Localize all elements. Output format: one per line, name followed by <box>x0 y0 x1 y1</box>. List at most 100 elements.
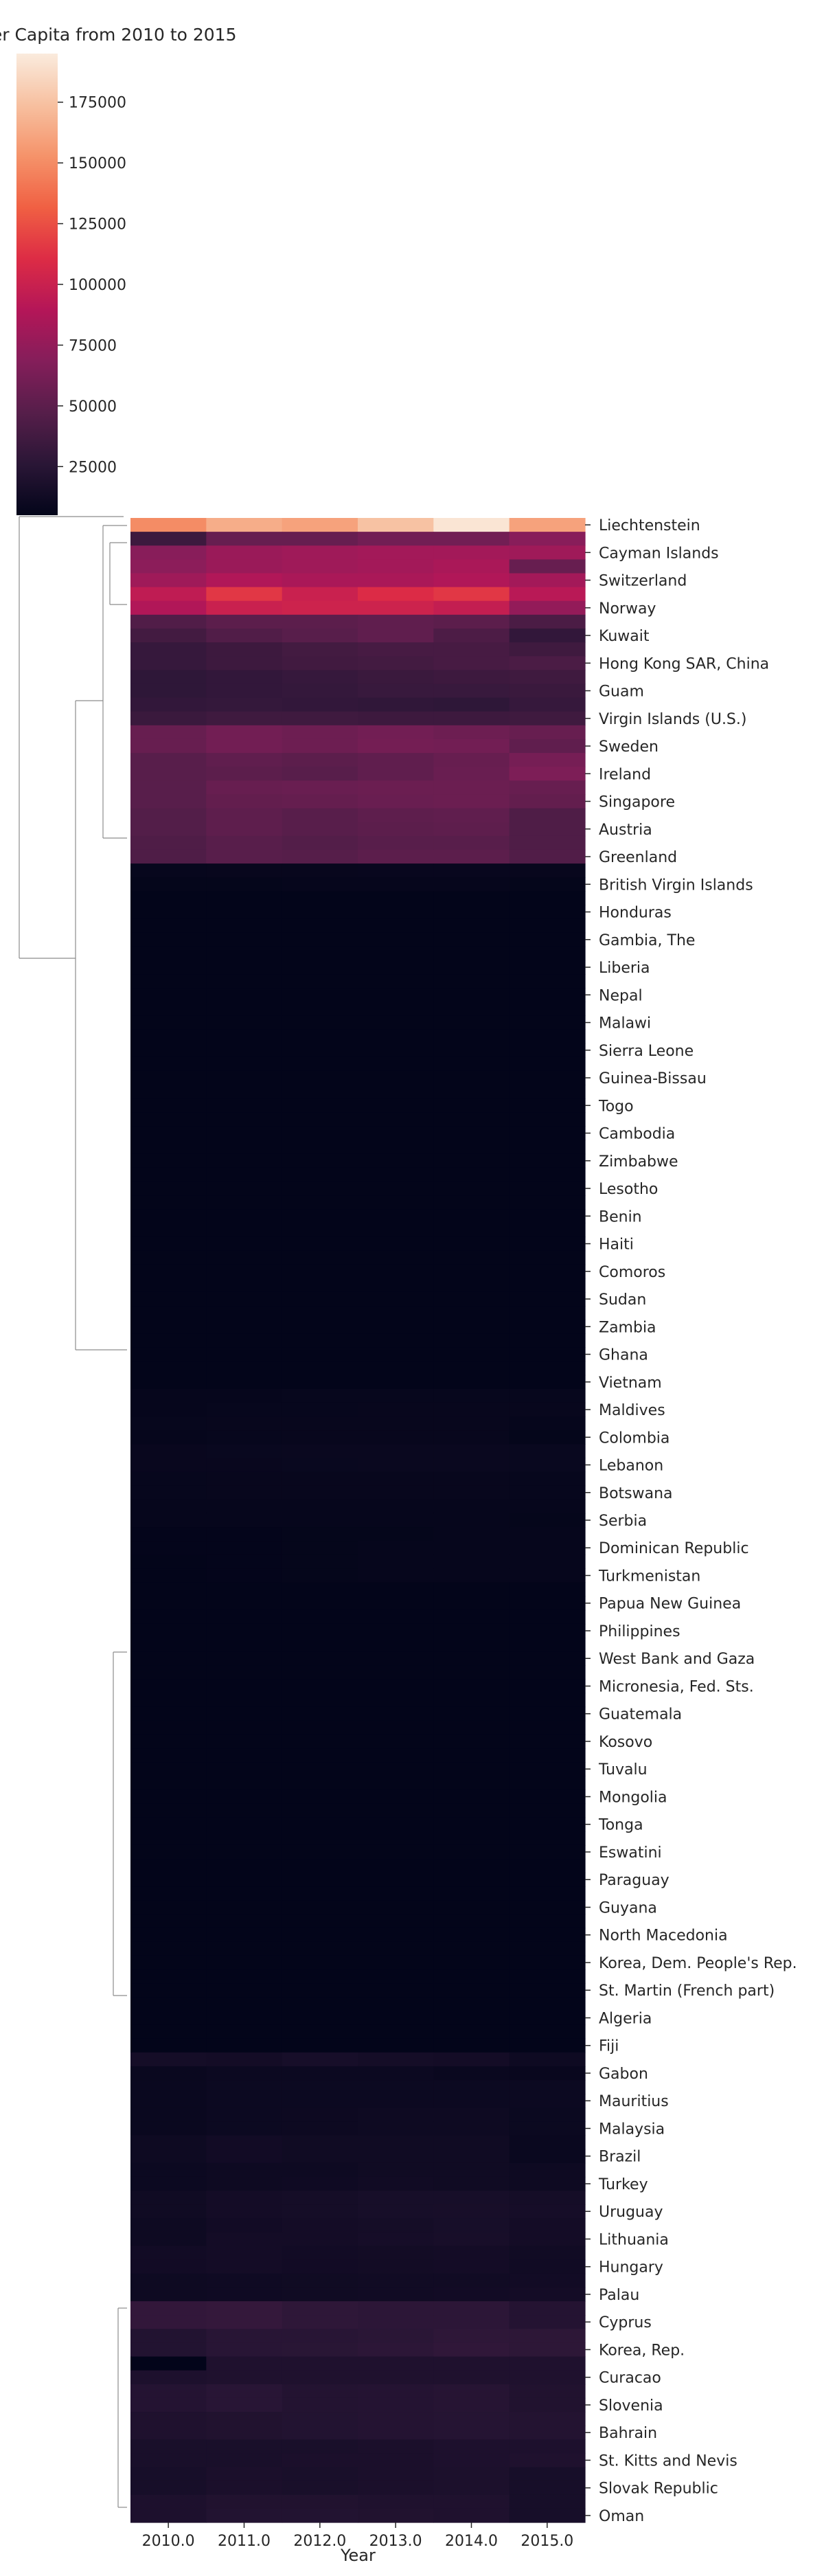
heatmap-cell <box>130 2356 207 2371</box>
heatmap-cell <box>130 2342 207 2358</box>
heatmap-cell <box>509 1002 586 1017</box>
heatmap-cell <box>358 1499 434 1514</box>
heatmap-cell <box>282 2467 358 2482</box>
heatmap-cell <box>206 1969 283 1984</box>
heatmap-cell <box>206 1181 283 1196</box>
heatmap-cell <box>206 518 283 532</box>
y-tick-label: Honduras <box>599 905 672 922</box>
heatmap-cell <box>206 1430 283 1445</box>
heatmap-cell <box>433 1153 510 1168</box>
heatmap-cell <box>509 1817 586 1832</box>
heatmap-cell <box>206 835 283 850</box>
heatmap-cell <box>509 2066 586 2081</box>
heatmap-cell <box>358 960 434 975</box>
heatmap-cell <box>282 2176 358 2191</box>
heatmap-cell <box>509 2232 586 2247</box>
heatmap-cell <box>509 1333 586 1348</box>
heatmap-cell <box>509 1679 586 1694</box>
heatmap-cell <box>282 835 358 850</box>
heatmap-cell <box>282 1333 358 1348</box>
heatmap-cell <box>282 1720 358 1735</box>
heatmap-cell <box>358 877 434 892</box>
heatmap-cell <box>358 849 434 864</box>
heatmap-cell <box>130 1250 207 1265</box>
heatmap-cell <box>509 753 586 767</box>
heatmap-cell <box>358 600 434 615</box>
heatmap-cell <box>282 738 358 754</box>
heatmap-cell <box>282 1250 358 1265</box>
heatmap-cell <box>509 2121 586 2136</box>
heatmap-cell <box>433 1416 510 1431</box>
heatmap-cell <box>130 711 207 726</box>
heatmap-cell <box>130 1375 207 1390</box>
x-tick-label: 2015.0 <box>520 2533 573 2550</box>
heatmap-cell <box>433 1195 510 1210</box>
heatmap-cell <box>130 600 207 615</box>
heatmap-cell <box>282 642 358 657</box>
heatmap-cell <box>358 1057 434 1072</box>
y-tick-label: Comoros <box>599 1264 665 1281</box>
heatmap-cell <box>433 2397 510 2413</box>
heatmap-cell <box>358 1085 434 1099</box>
heatmap-cell <box>130 2052 207 2067</box>
heatmap-cell <box>282 1693 358 1708</box>
heatmap-cell <box>433 1541 510 1555</box>
heatmap-cell <box>433 891 510 906</box>
heatmap-cell <box>358 2232 434 2247</box>
heatmap-cell <box>282 2191 358 2205</box>
heatmap-cell <box>130 1969 207 1984</box>
heatmap-cell <box>130 918 207 934</box>
heatmap-cell <box>130 2259 207 2274</box>
heatmap-cell <box>130 1803 207 1818</box>
heatmap-cell <box>206 1320 283 1334</box>
heatmap-cell <box>433 835 510 850</box>
heatmap-cell <box>358 2287 434 2302</box>
heatmap-cell <box>206 1527 283 1541</box>
heatmap-cell <box>509 1430 586 1445</box>
heatmap-cell <box>206 614 283 629</box>
heatmap-cell <box>130 2066 207 2081</box>
heatmap-cell <box>206 697 283 712</box>
heatmap-cell <box>130 1679 207 1694</box>
heatmap-cell <box>433 1181 510 1196</box>
heatmap-cell <box>358 1513 434 1528</box>
heatmap-cell <box>130 1153 207 1168</box>
heatmap-cell <box>206 1416 283 1431</box>
heatmap-cell <box>358 1140 434 1155</box>
heatmap-cell <box>282 1070 358 1085</box>
heatmap-cell <box>282 1181 358 1196</box>
heatmap-cell <box>130 1015 207 1030</box>
heatmap-cell <box>433 2287 510 2302</box>
heatmap-cell <box>433 670 510 685</box>
heatmap-cell <box>433 587 510 602</box>
heatmap-cell <box>130 2301 207 2316</box>
heatmap-cell <box>282 780 358 795</box>
y-tick-label: Botswana <box>599 1485 673 1502</box>
heatmap-cell <box>509 1955 586 1970</box>
heatmap-cell <box>358 642 434 657</box>
heatmap-cell <box>282 1236 358 1252</box>
heatmap-cell <box>206 1153 283 1168</box>
heatmap-cell <box>206 877 283 892</box>
heatmap-cell <box>206 1762 283 1776</box>
heatmap-cell <box>282 974 358 988</box>
heatmap-cell <box>433 1444 510 1459</box>
heatmap-cell <box>282 2426 358 2440</box>
y-tick-label: Guinea-Bissau <box>599 1070 707 1087</box>
heatmap-cell <box>282 905 358 920</box>
heatmap-cell <box>433 1361 510 1376</box>
heatmap-cell <box>358 1568 434 1583</box>
heatmap-cell <box>433 1693 510 1708</box>
heatmap-cell <box>358 1347 434 1362</box>
heatmap-cell <box>358 2426 434 2440</box>
heatmap-cell <box>509 2453 586 2468</box>
heatmap-cell <box>509 532 586 546</box>
heatmap-cell <box>358 1665 434 1680</box>
heatmap-cell <box>358 1817 434 1832</box>
heatmap-cell <box>206 1361 283 1376</box>
y-tick-label: Haiti <box>599 1236 634 1254</box>
heatmap-cell <box>282 2232 358 2247</box>
heatmap-cell <box>282 1609 358 1625</box>
y-tick-label: Guatemala <box>599 1706 682 1724</box>
heatmap-cell <box>282 1789 358 1805</box>
